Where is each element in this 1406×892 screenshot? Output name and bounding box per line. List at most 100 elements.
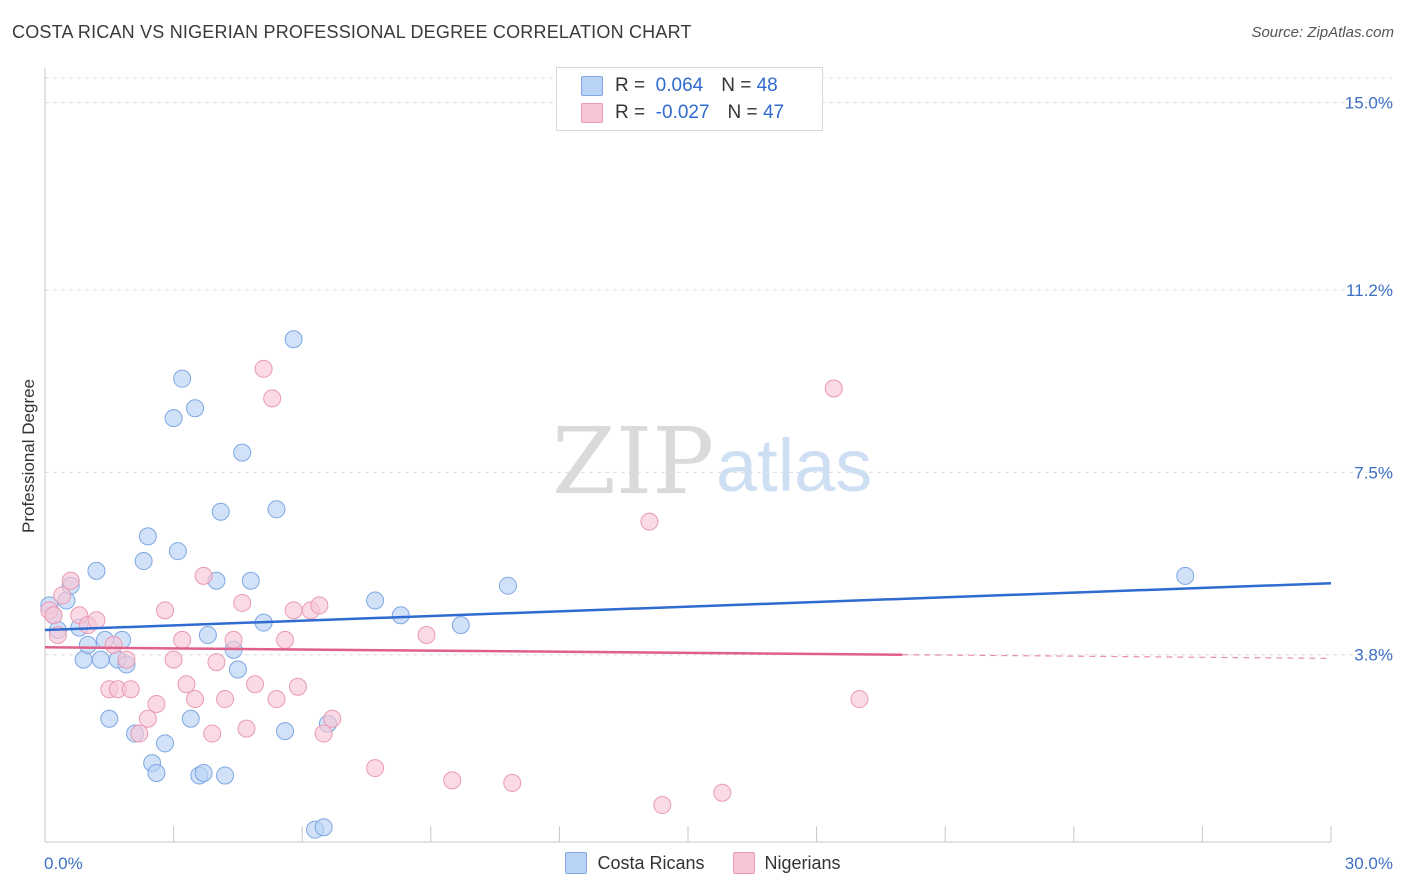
y-tick-label: 15.0% xyxy=(1345,94,1393,113)
legend-item-nigerians[interactable]: Nigerians xyxy=(732,852,841,874)
chart-title: COSTA RICAN VS NIGERIAN PROFESSIONAL DEG… xyxy=(12,22,692,42)
point-costa-ricans xyxy=(241,571,260,590)
trend-line-nigerians-extension xyxy=(902,654,1332,659)
point-costa-ricans xyxy=(451,616,470,635)
point-nigerians xyxy=(177,675,196,694)
point-costa-ricans xyxy=(1176,566,1195,585)
point-costa-ricans xyxy=(186,399,205,418)
axes xyxy=(44,68,1332,843)
y-axis-label: Professional Degree xyxy=(19,379,38,533)
legend-n-value: 47 xyxy=(762,102,785,123)
point-costa-ricans xyxy=(100,709,119,728)
point-nigerians xyxy=(130,724,149,743)
point-costa-ricans xyxy=(87,561,106,580)
x-tick-label-min: 0.0% xyxy=(44,854,83,873)
y-tick-label: 11.2% xyxy=(1346,281,1393,300)
point-nigerians xyxy=(216,690,235,709)
point-nigerians xyxy=(87,611,106,630)
x-tick-label-max: 30.0% xyxy=(1345,854,1393,873)
x-tick-labels: 0.0% 30.0% xyxy=(44,854,1393,873)
point-nigerians xyxy=(284,601,303,620)
point-nigerians xyxy=(653,796,672,815)
legend-n-value: 48 xyxy=(756,75,778,96)
point-costa-ricans xyxy=(164,409,183,428)
point-costa-ricans xyxy=(168,542,187,561)
point-costa-ricans xyxy=(276,722,295,741)
point-nigerians xyxy=(186,690,205,709)
point-costa-ricans xyxy=(498,576,517,595)
point-costa-ricans xyxy=(267,500,286,519)
point-nigerians xyxy=(246,675,265,694)
legend-row-costa-ricans: R = 0.064 N = 48 xyxy=(581,73,778,99)
point-costa-ricans xyxy=(91,650,110,669)
point-nigerians xyxy=(207,653,226,672)
point-nigerians xyxy=(310,596,329,615)
legend-n-label: N = xyxy=(721,75,752,96)
point-nigerians xyxy=(237,719,256,738)
point-nigerians xyxy=(173,630,192,649)
point-nigerians xyxy=(61,571,80,590)
point-nigerians xyxy=(117,650,136,669)
point-nigerians xyxy=(323,709,342,728)
legend-r-value: -0.027 xyxy=(655,102,710,123)
point-costa-ricans xyxy=(194,763,213,782)
point-costa-ricans xyxy=(366,591,385,610)
point-nigerians xyxy=(254,359,273,378)
point-nigerians xyxy=(640,512,659,531)
point-nigerians xyxy=(417,625,436,644)
point-costa-ricans xyxy=(134,552,153,571)
legend-r-value: 0.064 xyxy=(655,75,704,96)
point-nigerians xyxy=(263,389,282,408)
point-nigerians xyxy=(443,771,462,790)
point-nigerians xyxy=(194,566,213,585)
data-points xyxy=(40,330,1195,839)
point-nigerians xyxy=(276,630,295,649)
point-nigerians xyxy=(288,677,307,696)
point-nigerians xyxy=(267,690,286,709)
point-costa-ricans xyxy=(233,443,252,462)
point-costa-ricans xyxy=(173,369,192,388)
point-nigerians xyxy=(164,650,183,669)
point-costa-ricans xyxy=(198,625,217,644)
point-nigerians xyxy=(121,680,140,699)
point-nigerians xyxy=(44,606,63,625)
series-legend: Costa Ricans Nigerians xyxy=(0,852,1406,874)
point-costa-ricans xyxy=(314,818,333,837)
correlation-legend: R = 0.064 N = 48 R = -0.027 N = 47 xyxy=(556,67,823,131)
point-costa-ricans xyxy=(78,635,97,654)
watermark-zip: ZIP xyxy=(552,408,714,515)
legend-row-nigerians: R = -0.027 N = 47 xyxy=(581,100,784,126)
trend-line-costa-ricans xyxy=(44,581,1332,632)
point-costa-ricans xyxy=(228,660,247,679)
point-nigerians xyxy=(138,709,157,728)
point-costa-ricans xyxy=(181,709,200,728)
point-nigerians xyxy=(366,759,385,778)
point-nigerians xyxy=(233,593,252,612)
legend-swatch-costa-ricans xyxy=(581,76,603,96)
point-nigerians xyxy=(203,724,222,743)
watermark-atlas: atlas xyxy=(716,424,872,507)
point-costa-ricans xyxy=(147,763,166,782)
point-nigerians xyxy=(156,601,175,620)
legend-swatch-costa-ricans xyxy=(565,852,588,874)
point-nigerians xyxy=(850,690,869,709)
y-tick-labels: 3.8% 7.5% 11.2% 15.0% xyxy=(1345,94,1393,665)
point-nigerians xyxy=(53,586,72,605)
trend-line-nigerians xyxy=(44,646,903,656)
point-costa-ricans xyxy=(156,734,175,753)
legend-r-label: R = xyxy=(615,75,646,96)
trend-lines xyxy=(44,581,1332,659)
point-costa-ricans xyxy=(284,330,303,349)
point-nigerians xyxy=(104,635,123,654)
y-tick-label: 3.8% xyxy=(1354,646,1393,665)
point-nigerians xyxy=(824,379,843,398)
point-costa-ricans xyxy=(216,766,235,785)
point-nigerians xyxy=(713,783,732,802)
y-tick-label: 7.5% xyxy=(1354,463,1393,482)
source-note: Source: ZipAtlas.com xyxy=(1251,24,1394,41)
legend-n-label: N = xyxy=(727,102,758,123)
legend-label-nigerians: Nigerians xyxy=(764,852,841,873)
legend-swatch-nigerians xyxy=(581,103,603,123)
legend-item-costa-ricans[interactable]: Costa Ricans xyxy=(565,852,705,874)
